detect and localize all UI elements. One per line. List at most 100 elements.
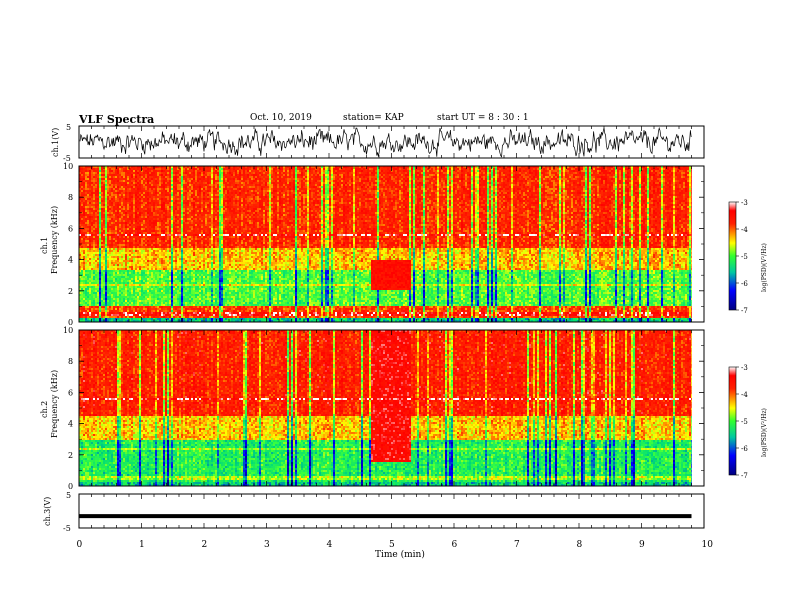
- heatmap-cell: [335, 170, 337, 172]
- heatmap-cell: [525, 168, 527, 170]
- heatmap-cell: [261, 168, 263, 170]
- heatmap-cell: [121, 172, 123, 174]
- heatmap-cell: [417, 170, 419, 172]
- heatmap-cell: [221, 170, 223, 172]
- heatmap-cell: [431, 170, 433, 172]
- heatmap-cell: [109, 172, 111, 174]
- heatmap-cell: [333, 168, 335, 170]
- heatmap-cell: [133, 168, 135, 170]
- heatmap-cell: [311, 170, 313, 172]
- heatmap-cell: [115, 172, 117, 174]
- heatmap-cell: [633, 170, 635, 172]
- heatmap-cell: [263, 168, 265, 170]
- heatmap-cell: [595, 168, 597, 170]
- heatmap-cell: [547, 170, 549, 172]
- heatmap-cell: [137, 168, 139, 170]
- heatmap-cell: [601, 170, 603, 172]
- heatmap-cell: [373, 170, 375, 172]
- heatmap-cell: [635, 170, 637, 172]
- heatmap-cell: [609, 168, 611, 170]
- heatmap-cell: [349, 168, 351, 170]
- heatmap-cell: [535, 168, 537, 170]
- heatmap-cell: [567, 170, 569, 172]
- heatmap-cell: [147, 168, 149, 170]
- heatmap-cell: [511, 170, 513, 172]
- heatmap-cell: [131, 170, 133, 172]
- heatmap-cell: [473, 170, 475, 172]
- heatmap-cell: [671, 170, 673, 172]
- heatmap-cell: [619, 170, 621, 172]
- heatmap-cell: [207, 170, 209, 172]
- heatmap-cell: [169, 170, 171, 172]
- heatmap-cell: [467, 168, 469, 170]
- heatmap-cell: [567, 168, 569, 170]
- heatmap-cell: [173, 170, 175, 172]
- heatmap-cell: [225, 168, 227, 170]
- heatmap-cell: [183, 170, 185, 172]
- heatmap-cell: [625, 170, 627, 172]
- heatmap-cell: [503, 170, 505, 172]
- heatmap-cell: [475, 168, 477, 170]
- heatmap-cell: [303, 170, 305, 172]
- heatmap-cell: [405, 168, 407, 170]
- heatmap-cell: [249, 168, 251, 170]
- heatmap-cell: [99, 168, 101, 170]
- heatmap-cell: [221, 168, 223, 170]
- heatmap-cell: [481, 168, 483, 170]
- heatmap-cell: [269, 170, 271, 172]
- heatmap-cell: [253, 170, 255, 172]
- heatmap-cell: [549, 168, 551, 170]
- heatmap-cell: [183, 168, 185, 170]
- heatmap-cell: [139, 168, 141, 170]
- heatmap-cell: [267, 168, 269, 170]
- heatmap-cell: [623, 170, 625, 172]
- heatmap-cell: [161, 170, 163, 172]
- heatmap-cell: [285, 170, 287, 172]
- heatmap-cell: [179, 170, 181, 172]
- heatmap-cell: [399, 168, 401, 170]
- heatmap-cell: [599, 168, 601, 170]
- ch1-ylabel: ch.1(V): [51, 128, 60, 157]
- heatmap-cell: [619, 168, 621, 170]
- heatmap-cell: [421, 168, 423, 170]
- heatmap-cell: [461, 170, 463, 172]
- heatmap-cell: [399, 170, 401, 172]
- heatmap-cell: [651, 170, 653, 172]
- heatmap-cell: [685, 168, 687, 170]
- heatmap-cell: [387, 168, 389, 170]
- heatmap-cell: [441, 170, 443, 172]
- heatmap-cell: [287, 168, 289, 170]
- heatmap-cell: [507, 170, 509, 172]
- heatmap-cell: [589, 168, 591, 170]
- heatmap-cell: [675, 168, 677, 170]
- heatmap-cell: [507, 168, 509, 170]
- heatmap-cell: [449, 168, 451, 170]
- heatmap-cell: [419, 170, 421, 172]
- heatmap-cell: [377, 170, 379, 172]
- heatmap-cell: [173, 168, 175, 170]
- heatmap-cell: [607, 168, 609, 170]
- heatmap-cell: [97, 168, 99, 170]
- heatmap-cell: [145, 170, 147, 172]
- heatmap-cell: [555, 168, 557, 170]
- heatmap-cell: [321, 170, 323, 172]
- heatmap-cell: [95, 168, 97, 170]
- heatmap-cell: [435, 168, 437, 170]
- heatmap-cell: [153, 170, 155, 172]
- heatmap-cell: [295, 170, 297, 172]
- heatmap-cell: [321, 168, 323, 170]
- heatmap-cell: [645, 170, 647, 172]
- heatmap-cell: [369, 170, 371, 172]
- heatmap-cell: [299, 168, 301, 170]
- heatmap-cell: [581, 168, 583, 170]
- heatmap-cell: [371, 168, 373, 170]
- heatmap-cell: [311, 168, 313, 170]
- heatmap-cell: [663, 168, 665, 170]
- heatmap-cell: [297, 170, 299, 172]
- heatmap-cell: [269, 168, 271, 170]
- heatmap-cell: [683, 170, 685, 172]
- heatmap-cell: [181, 168, 183, 170]
- heatmap-cell: [363, 168, 365, 170]
- heatmap-cell: [601, 168, 603, 170]
- heatmap-cell: [255, 168, 257, 170]
